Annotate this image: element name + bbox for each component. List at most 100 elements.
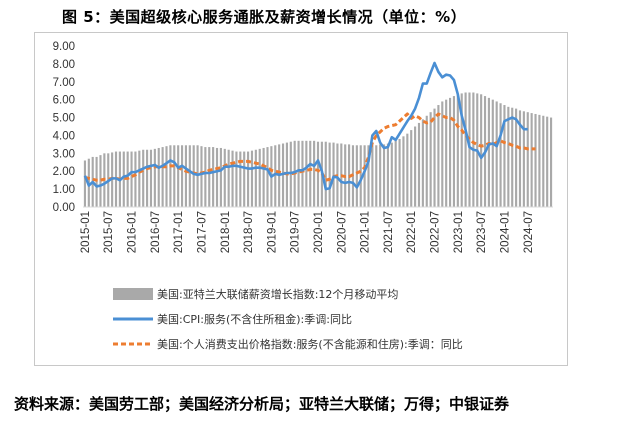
wage-growth-bar: [410, 130, 413, 207]
wage-growth-bar: [382, 144, 386, 207]
wage-growth-bar: [437, 105, 440, 207]
wage-growth-bar: [215, 147, 219, 207]
x-tick-label: 2020-01: [313, 211, 325, 253]
wage-growth-bar: [247, 151, 250, 207]
y-tick-label: 8.00: [53, 59, 75, 71]
wage-growth-bar: [522, 111, 525, 207]
wage-growth-bar: [371, 145, 374, 207]
wage-growth-bar: [546, 116, 549, 207]
wage-growth-bar: [332, 142, 335, 207]
wage-growth-bar: [99, 155, 102, 207]
y-tick-label: 6.00: [53, 95, 75, 107]
wage-growth-bar: [138, 150, 141, 207]
x-tick-label: 2017-07: [196, 211, 208, 253]
wage-growth-bar: [231, 150, 234, 207]
wage-growth-bar: [134, 151, 137, 207]
axes: 0.00 1.00 2.00 3.00 4.00 5.00 6.00 7.00 8.00 9.00…: [53, 41, 553, 253]
wage-growth-bar: [367, 145, 370, 207]
chart-svg: 0.00 1.00 2.00 3.00 4.00 5.00 6.00 7.00 8.00 9.00…: [53, 41, 553, 351]
y-tick-label: 4.00: [53, 130, 75, 142]
wage-growth-bar: [328, 142, 331, 207]
legend-swatch-bar: [113, 288, 153, 300]
legend-label-cpi: 美国:CPI:服务(不含住所租金):季调:同比: [157, 312, 352, 326]
wage-growth-bar: [142, 149, 145, 207]
wage-growth-bar: [511, 107, 514, 207]
wage-growth-bar: [169, 145, 172, 207]
x-tick-label: 2016-07: [150, 211, 162, 253]
wage-growth-bar: [235, 151, 238, 207]
x-tick-label: 2020-07: [336, 211, 348, 253]
x-tick-label: 2017-01: [173, 211, 185, 253]
wage-growth-bar: [414, 126, 417, 207]
wage-growth-bar: [421, 119, 424, 207]
wage-growth-bar: [173, 145, 176, 207]
x-tick-label: 2016-01: [127, 211, 139, 253]
wage-growth-bar: [192, 145, 195, 207]
wage-growth-bar: [153, 148, 156, 207]
wage-growth-bar: [526, 112, 529, 207]
line-series: [83, 61, 536, 191]
wage-growth-bar: [95, 156, 98, 207]
wage-growth-bar: [254, 149, 257, 207]
wage-growth-bar: [177, 145, 180, 207]
wage-growth-bar: [495, 101, 498, 207]
wage-growth-bar: [452, 96, 456, 207]
y-tick-label: 2.00: [53, 166, 75, 178]
wage-growth-bar: [324, 141, 327, 207]
wage-growth-bar: [219, 147, 222, 207]
wage-growth-bar: [460, 93, 463, 207]
wage-growth-bar: [538, 114, 541, 207]
wage-growth-bar: [379, 144, 382, 207]
y-tick-label: 7.00: [53, 77, 75, 89]
wage-growth-bar: [83, 160, 87, 207]
wage-growth-bar: [239, 151, 242, 207]
x-tick-label: 2023-07: [476, 211, 488, 253]
x-tick-label: 2022-01: [406, 211, 418, 253]
wage-growth-bar: [180, 145, 184, 207]
wage-growth-bar: [223, 148, 226, 207]
wage-growth-bar: [297, 140, 300, 207]
wage-growth-bar: [542, 115, 545, 207]
x-tick-label: 2019-07: [290, 211, 302, 253]
cpi-services-line: [83, 61, 528, 191]
wage-growth-bar: [515, 108, 518, 207]
x-tick-label: 2024-07: [523, 211, 535, 253]
wage-growth-bar: [448, 97, 452, 207]
wage-growth-bar: [456, 94, 459, 207]
wage-growth-bar: [227, 149, 230, 207]
wage-growth-bar: [464, 92, 467, 207]
wage-growth-bar: [157, 147, 160, 207]
wage-growth-bar: [188, 145, 191, 207]
wage-growth-bar: [212, 147, 215, 207]
wage-growth-bar: [417, 122, 421, 207]
wage-growth-bar: [394, 140, 397, 207]
wage-growth-bar: [130, 151, 133, 207]
chart-panel: 0.00 1.00 2.00 3.00 4.00 5.00 6.00 7.00 8.00 9.00…: [34, 32, 568, 366]
wage-growth-bar: [390, 142, 393, 207]
wage-growth-bar: [406, 133, 409, 207]
wage-growth-bar: [149, 149, 153, 207]
wage-growth-bar: [355, 145, 358, 207]
wage-growth-bar: [433, 108, 436, 207]
wage-growth-bar: [491, 99, 494, 207]
wage-growth-bar: [309, 140, 312, 207]
wage-growth-bar: [363, 145, 366, 207]
wage-growth-bar: [534, 113, 537, 207]
wage-growth-bar: [305, 140, 308, 207]
legend: 美国:亚特兰大联储薪资增长指数:12个月移动平均美国:CPI:服务(不含住所租金…: [113, 287, 463, 351]
y-tick-label: 0.00: [53, 202, 75, 214]
pce-services-line: [84, 112, 536, 182]
y-tick-label: 5.00: [53, 113, 75, 125]
wage-growth-bar: [429, 112, 432, 207]
wage-growth-bar: [301, 140, 304, 207]
x-tick-label: 2018-01: [220, 211, 232, 253]
wage-growth-bar: [487, 97, 490, 207]
wage-growth-bar: [480, 94, 483, 207]
wage-growth-bar: [250, 150, 254, 207]
x-tick-label: 2021-01: [360, 211, 372, 253]
wage-growth-bar: [468, 92, 471, 207]
wage-growth-bar: [549, 117, 553, 207]
wage-growth-bar: [386, 143, 389, 207]
x-tick-label: 2024-01: [499, 211, 511, 253]
wage-growth-bar: [503, 105, 506, 207]
